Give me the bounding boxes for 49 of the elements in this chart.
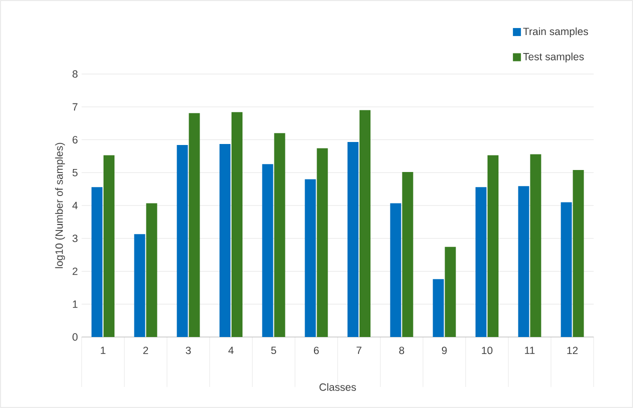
y-tick-label: 7	[72, 103, 78, 110]
x-tick-label: 5	[271, 346, 276, 354]
bar	[488, 155, 499, 337]
y-tick-label: 3	[72, 234, 78, 242]
bar	[402, 172, 414, 337]
bar	[360, 110, 370, 337]
x-tick-label: 11	[525, 346, 535, 354]
legend-label: Test samples	[523, 52, 584, 62]
y-axis-title: log10 (Number of samples)	[55, 142, 65, 268]
bar	[304, 179, 316, 337]
bar	[104, 155, 114, 337]
bar	[176, 145, 188, 337]
x-tick-label: 7	[356, 346, 362, 354]
bar	[560, 202, 572, 337]
bar	[390, 203, 402, 337]
x-tick-label: 3	[186, 346, 191, 354]
bar	[134, 234, 146, 337]
x-tick-label: 6	[314, 346, 319, 354]
bar	[274, 133, 286, 337]
bar	[316, 148, 328, 337]
y-tick-label: 8	[72, 70, 78, 78]
x-tick-label: 2	[143, 346, 148, 354]
y-tick-label: 6	[72, 136, 78, 144]
bar	[92, 187, 102, 337]
bar	[432, 279, 444, 337]
bar	[518, 186, 530, 337]
y-tick-label: 4	[72, 202, 78, 210]
x-tick-label: 12	[567, 346, 578, 354]
y-tick-label: 2	[72, 268, 78, 275]
bar	[476, 187, 486, 337]
bar	[530, 154, 542, 337]
bar	[220, 144, 230, 337]
x-tick-label: 1	[100, 346, 106, 354]
y-tick-label: 0	[72, 333, 78, 341]
y-tick-label: 5	[72, 168, 78, 176]
x-axis-title: Classes	[320, 383, 356, 391]
bar	[262, 164, 274, 337]
bar	[444, 246, 456, 337]
bar	[146, 203, 158, 337]
x-tick-label: 4	[228, 346, 234, 354]
bar	[232, 112, 242, 337]
y-tick-label: 1	[72, 300, 78, 308]
x-tick-label: 10	[482, 346, 492, 354]
bar	[348, 142, 358, 337]
bar	[188, 113, 200, 337]
legend-label: Train samples	[523, 27, 588, 38]
bar	[572, 170, 584, 337]
x-tick-label: 8	[399, 346, 404, 354]
x-tick-label: 9	[442, 346, 447, 354]
